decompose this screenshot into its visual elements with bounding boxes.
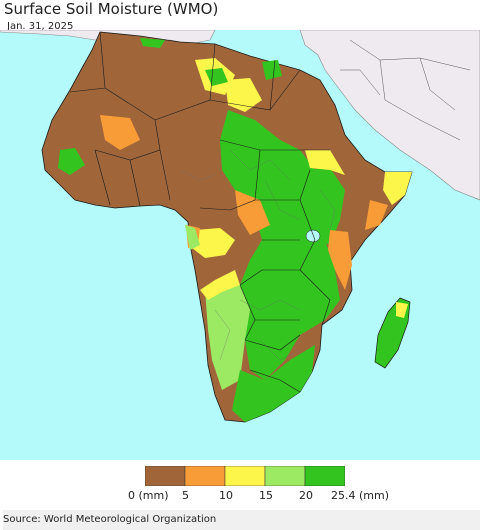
moisture-yellow-2 — [192, 228, 235, 258]
moisture-westcoast-green — [58, 148, 85, 175]
moisture-orange-2 — [328, 230, 352, 290]
legend-swatch-1 — [184, 466, 226, 486]
legend-swatch-0 — [145, 466, 186, 486]
moisture-north-green-3 — [140, 38, 165, 48]
legend-tick-4: 20 — [299, 489, 313, 502]
legend-swatch-2 — [224, 466, 266, 486]
moisture-north-green-2 — [262, 60, 282, 80]
legend-tick-5: 25.4 (mm) — [331, 489, 390, 502]
moisture-yellow-6 — [225, 78, 262, 112]
legend-tick-3: 15 — [259, 489, 273, 502]
legend-tick-0: 0 (mm) — [128, 489, 169, 502]
moisture-yellow-4 — [383, 172, 412, 205]
map-date: Jan. 31, 2025 — [7, 21, 74, 32]
legend-tick-1: 5 — [182, 489, 189, 502]
moisture-gulf-green — [185, 225, 200, 250]
legend-swatch-3 — [264, 466, 306, 486]
moisture-orange-3 — [100, 115, 140, 150]
soil-moisture-map — [0, 30, 480, 460]
moisture-south-green — [232, 345, 315, 422]
source-credit: Source: World Meteorological Organizatio… — [3, 510, 480, 530]
madagascar-yellow — [396, 302, 408, 318]
country-borders — [69, 31, 331, 393]
map-title: Surface Soil Moisture (WMO) — [4, 0, 219, 18]
middle-east-borders — [340, 39, 471, 141]
legend-color-bar — [145, 466, 345, 486]
middle-east-land — [299, 30, 480, 201]
moisture-east-green — [300, 168, 345, 245]
moisture-yellow-1 — [200, 270, 240, 300]
legend-swatch-4 — [304, 466, 345, 486]
moisture-orange-4 — [365, 200, 388, 230]
moisture-orange-1 — [235, 190, 270, 235]
moisture-north-green-1 — [205, 68, 228, 86]
admin-boundaries — [179, 149, 336, 361]
moisture-yellow-3 — [305, 150, 345, 175]
legend-tick-2: 10 — [219, 489, 233, 502]
lake-victoria — [305, 229, 321, 243]
